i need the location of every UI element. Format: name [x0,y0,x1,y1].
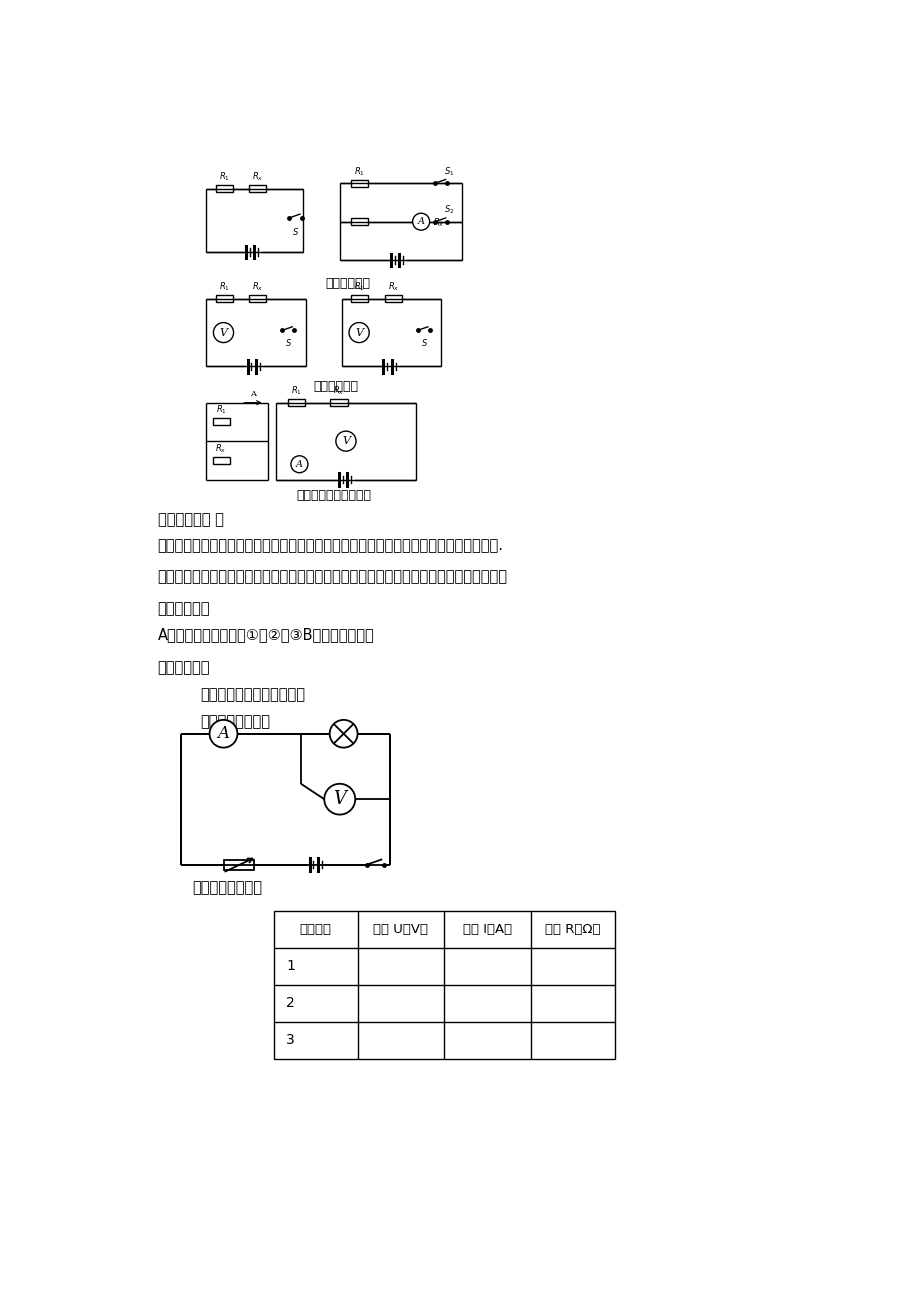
Bar [216,185,233,193]
Text: $R_1$: $R_1$ [219,281,230,293]
Text: $S$: $S$ [420,337,427,348]
Text: 二、数值记录表格: 二、数值记录表格 [192,880,262,894]
Text: $R_1$: $R_1$ [354,281,365,293]
Text: A: A [250,391,255,398]
Text: $R_x$: $R_x$ [387,281,399,293]
Text: 实验次数: 实验次数 [300,923,332,936]
Bar [249,185,266,193]
Circle shape [329,720,357,747]
Circle shape [335,431,356,452]
Circle shape [348,323,369,342]
Bar [288,400,304,406]
Text: 一、测量的电路图: 一、测量的电路图 [200,713,270,729]
Bar [224,859,254,870]
Text: 1: 1 [286,960,295,974]
Text: V: V [220,328,227,337]
Circle shape [210,720,237,747]
Text: $R_x$: $R_x$ [333,385,345,397]
Text: A类动手动脑学物理：①、②、③B类加伴你学填空: A类动手动脑学物理：①、②、③B类加伴你学填空 [157,628,374,642]
Bar [274,911,614,1059]
Text: $R_x$: $R_x$ [215,443,227,454]
Bar [212,457,230,464]
Circle shape [323,784,355,815]
Text: （三）【小结 】: （三）【小结 】 [157,512,223,527]
Text: 灯丝电阻随温度的变化而变化，更熟悉了一些仪器的操作方法，加深了对仪器使用的理解。: 灯丝电阻随温度的变化而变化，更熟悉了一些仪器的操作方法，加深了对仪器使用的理解。 [157,569,507,585]
Text: 单刀双掷安阻法测电阻: 单刀双掷安阻法测电阻 [297,488,371,501]
Bar [351,296,368,302]
Text: $S$: $S$ [285,337,292,348]
Text: V: V [355,328,363,337]
Circle shape [213,323,233,342]
Text: 第三节：测量小灯泡的电阻: 第三节：测量小灯泡的电阻 [200,687,305,703]
Text: $R_x$: $R_x$ [252,281,263,293]
Text: 【作业设计】: 【作业设计】 [157,602,210,616]
Text: 2: 2 [286,996,295,1010]
Text: 这节课我们测量了小灯泡的电阻，学习了测小灯泡电阻的实验电路、器材的选取、知道了.: 这节课我们测量了小灯泡的电阻，学习了测小灯泡电阻的实验电路、器材的选取、知道了. [157,538,503,553]
Text: 电阻 R（Ω）: 电阻 R（Ω） [545,923,600,936]
Text: 3: 3 [286,1034,295,1047]
Text: $R_1$: $R_1$ [219,171,230,184]
Text: A: A [296,460,302,469]
Circle shape [290,456,308,473]
Text: 电流 I（A）: 电流 I（A） [462,923,512,936]
Text: $R_x$: $R_x$ [432,216,444,229]
Text: 电压 U（V）: 电压 U（V） [373,923,428,936]
Bar [384,296,402,302]
Bar [351,219,368,225]
Text: 【板书设计】: 【板书设计】 [157,660,210,674]
Text: $S_2$: $S_2$ [443,204,454,216]
Bar [330,400,347,406]
Text: 安阻法测电阻: 安阻法测电阻 [324,277,369,290]
Text: $R_1$: $R_1$ [354,165,365,178]
Text: $S_1$: $S_1$ [443,165,454,178]
Text: 伏阻法测电阻: 伏阻法测电阻 [313,380,358,392]
Text: A: A [217,725,229,742]
Text: V: V [342,436,349,447]
Text: V: V [333,790,346,809]
Bar [216,296,233,302]
Text: A: A [417,217,425,227]
Text: $R_x$: $R_x$ [252,171,263,184]
Bar [249,296,266,302]
Text: $R_1$: $R_1$ [290,385,301,397]
Text: $S$: $S$ [291,227,299,237]
Text: $R_1$: $R_1$ [215,404,226,417]
Bar [212,418,230,426]
Bar [351,180,368,186]
Circle shape [412,214,429,230]
